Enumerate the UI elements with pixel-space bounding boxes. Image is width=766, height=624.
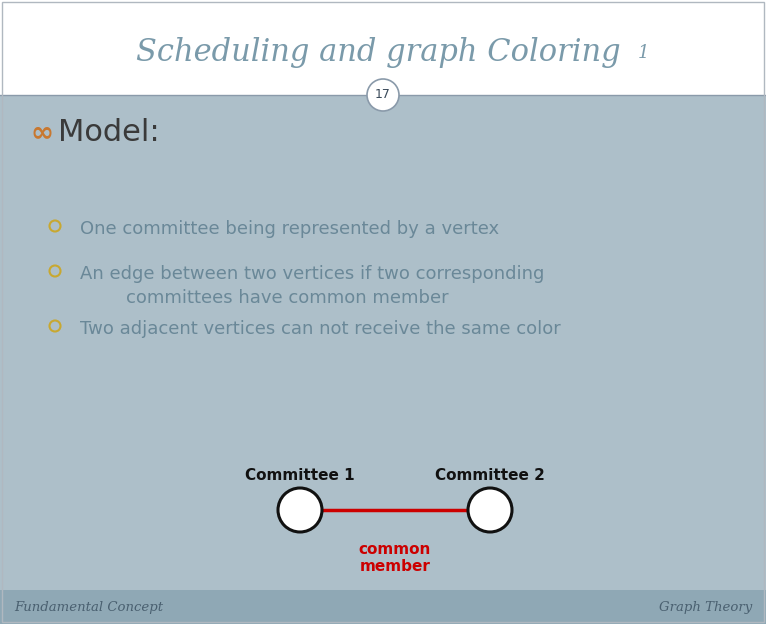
Text: Fundamental Concept: Fundamental Concept xyxy=(14,600,163,613)
Text: Scheduling and graph Coloring: Scheduling and graph Coloring xyxy=(136,36,630,67)
Text: Two adjacent vertices can not receive the same color: Two adjacent vertices can not receive th… xyxy=(80,320,561,338)
Text: Committee 1: Committee 1 xyxy=(245,467,355,482)
Bar xyxy=(0,0,766,95)
Text: Graph Theory: Graph Theory xyxy=(659,600,752,613)
Bar xyxy=(0,590,766,624)
Circle shape xyxy=(468,488,512,532)
Circle shape xyxy=(278,488,322,532)
Text: ∞: ∞ xyxy=(30,118,53,146)
Text: An edge between two vertices if two corresponding
        committees have common: An edge between two vertices if two corr… xyxy=(80,265,545,306)
Circle shape xyxy=(367,79,399,111)
Text: Model:: Model: xyxy=(58,118,159,147)
Text: One committee being represented by a vertex: One committee being represented by a ver… xyxy=(80,220,499,238)
Text: common
member: common member xyxy=(358,542,431,575)
Text: 1: 1 xyxy=(638,44,650,62)
Text: Committee 2: Committee 2 xyxy=(435,467,545,482)
Text: 17: 17 xyxy=(375,89,391,102)
